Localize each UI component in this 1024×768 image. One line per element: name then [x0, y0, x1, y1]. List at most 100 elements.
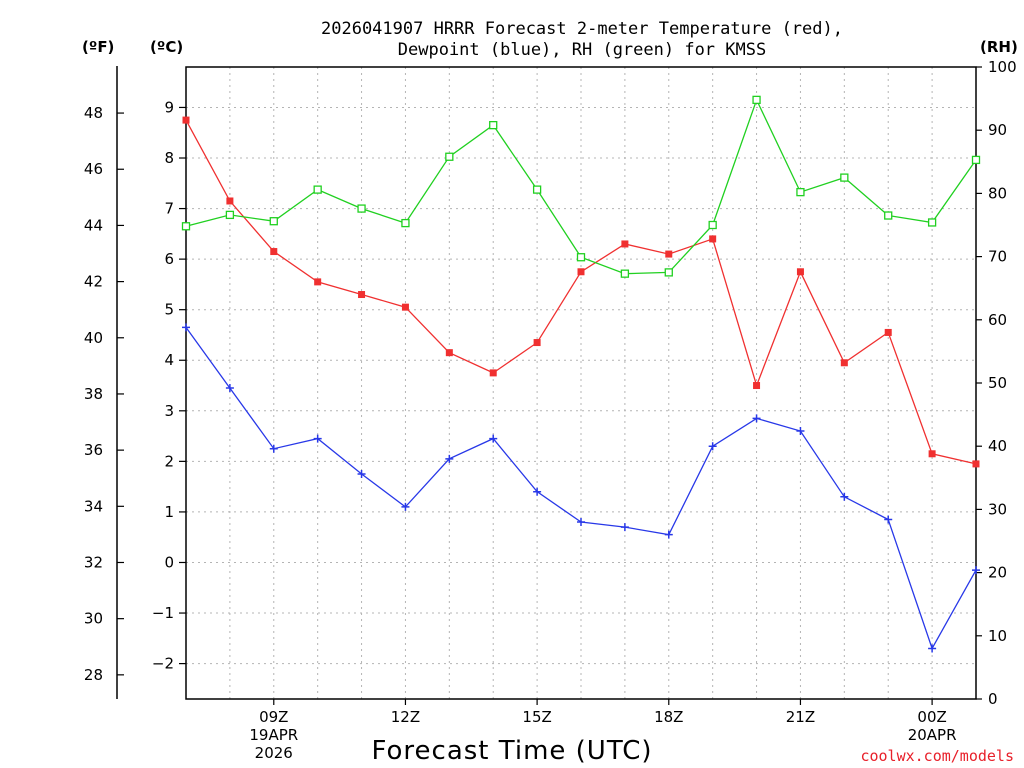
x-tick-label: 15Z — [522, 708, 551, 726]
dewpoint-point — [401, 502, 410, 511]
dewpoint-point — [182, 323, 190, 332]
rh-point — [445, 152, 454, 161]
rh-point — [269, 217, 278, 226]
temperature-series-line — [185, 119, 977, 465]
celsius-unit-label: (ºC) — [150, 38, 183, 56]
temperature-point — [358, 291, 366, 299]
x-tick-label: 09Z — [259, 708, 288, 726]
rh-point — [401, 218, 410, 228]
rh-point — [927, 218, 937, 227]
rh-point — [708, 220, 717, 230]
temperature-point — [533, 339, 541, 347]
rh-tick-label: 100 — [988, 58, 1017, 76]
temperature-point — [665, 250, 673, 258]
celsius-tick-label: 4 — [164, 351, 174, 369]
rh-point — [664, 268, 673, 277]
temperature-point — [884, 328, 892, 336]
axes: −2−1012345678928303234363840424446480102… — [84, 58, 1017, 762]
temperature-point — [401, 303, 409, 311]
dewpoint-point — [884, 515, 893, 524]
fahrenheit-tick-label: 46 — [84, 160, 103, 178]
x-tick-label: 2026 — [255, 744, 293, 762]
x-tick-label: 00Z — [917, 708, 946, 726]
celsius-tick-label: 7 — [164, 200, 174, 218]
temperature-point — [445, 349, 453, 357]
fahrenheit-tick-label: 36 — [84, 441, 103, 459]
celsius-tick-label: 3 — [164, 402, 174, 420]
rh-point — [971, 155, 981, 165]
temperature-point — [840, 359, 848, 367]
dewpoint-point — [533, 487, 542, 496]
chart-title: 2026041907 HRRR Forecast 2-meter Tempera… — [321, 19, 843, 60]
dewpoint-point — [357, 470, 366, 479]
dewpoint-point — [708, 442, 717, 451]
temperature-point — [709, 235, 717, 243]
dewpoint-point — [489, 434, 498, 443]
dewpoint-point — [664, 530, 673, 539]
x-tick-label: 21Z — [786, 708, 815, 726]
dewpoint-point — [796, 427, 805, 436]
x-axis-label: Forecast Time (UTC) — [371, 736, 652, 766]
rh-point — [796, 187, 805, 197]
x-tick-label: 20APR — [908, 726, 957, 744]
fahrenheit-tick-label: 30 — [84, 610, 103, 628]
rh-tick-label: 50 — [988, 374, 1007, 392]
celsius-tick-label: 9 — [164, 98, 174, 116]
rh-point — [884, 211, 893, 220]
rh-tick-label: 90 — [988, 121, 1007, 139]
fahrenheit-tick-label: 44 — [84, 216, 103, 234]
temperature-point — [753, 382, 761, 390]
celsius-tick-label: −1 — [152, 604, 174, 622]
rh-point — [752, 95, 761, 105]
temperature-point — [314, 278, 322, 286]
x-tick-label: 18Z — [654, 708, 683, 726]
rh-tick-label: 70 — [988, 248, 1007, 266]
dewpoint-point — [445, 454, 454, 463]
rh-unit-label: (RH) — [980, 38, 1018, 56]
temperature-point — [972, 460, 980, 468]
rh-point — [532, 185, 542, 194]
rh-point — [313, 185, 322, 194]
fahrenheit-tick-label: 38 — [84, 385, 103, 403]
x-tick-label: 19APR — [249, 726, 298, 744]
rh-point — [576, 253, 586, 262]
dewpoint-point — [225, 384, 234, 393]
fahrenheit-tick-label: 48 — [84, 104, 103, 122]
rh-point — [181, 222, 191, 231]
credit-label: coolwx.com/models — [860, 747, 1014, 765]
series-layer — [181, 95, 981, 653]
celsius-tick-label: 6 — [164, 250, 174, 268]
rh-tick-label: 10 — [988, 627, 1007, 645]
celsius-tick-label: 0 — [164, 553, 174, 571]
rh-point — [225, 210, 235, 220]
rh-tick-label: 0 — [988, 690, 998, 708]
celsius-tick-label: 1 — [164, 503, 174, 521]
rh-point — [357, 204, 366, 213]
fahrenheit-tick-label: 34 — [84, 497, 103, 515]
temperature-point — [182, 116, 190, 124]
temperature-point — [621, 240, 629, 248]
fahrenheit-tick-label: 28 — [84, 666, 103, 684]
rh-point — [840, 173, 849, 182]
temperature-point — [577, 268, 585, 276]
celsius-tick-label: 5 — [164, 301, 174, 319]
fahrenheit-unit-label: (ºF) — [82, 38, 114, 56]
rh-point — [620, 269, 630, 278]
fahrenheit-tick-label: 40 — [84, 329, 103, 347]
dewpoint-point — [972, 566, 980, 575]
dewpoint-point — [577, 518, 585, 527]
gridlines — [186, 67, 976, 699]
dewpoint-point — [752, 414, 761, 423]
rh-tick-label: 20 — [988, 564, 1007, 582]
celsius-tick-label: 8 — [164, 149, 174, 167]
chart-title-line-2: Dewpoint (blue), RH (green) for KMSS — [398, 40, 766, 60]
rh-point — [489, 120, 498, 130]
celsius-tick-label: 2 — [164, 452, 174, 470]
temperature-point — [928, 450, 936, 458]
dewpoint-point — [840, 492, 849, 501]
dewpoint-point — [928, 644, 937, 653]
dewpoint-point — [313, 434, 322, 443]
rh-tick-label: 80 — [988, 184, 1007, 202]
x-tick-label: 12Z — [391, 708, 420, 726]
